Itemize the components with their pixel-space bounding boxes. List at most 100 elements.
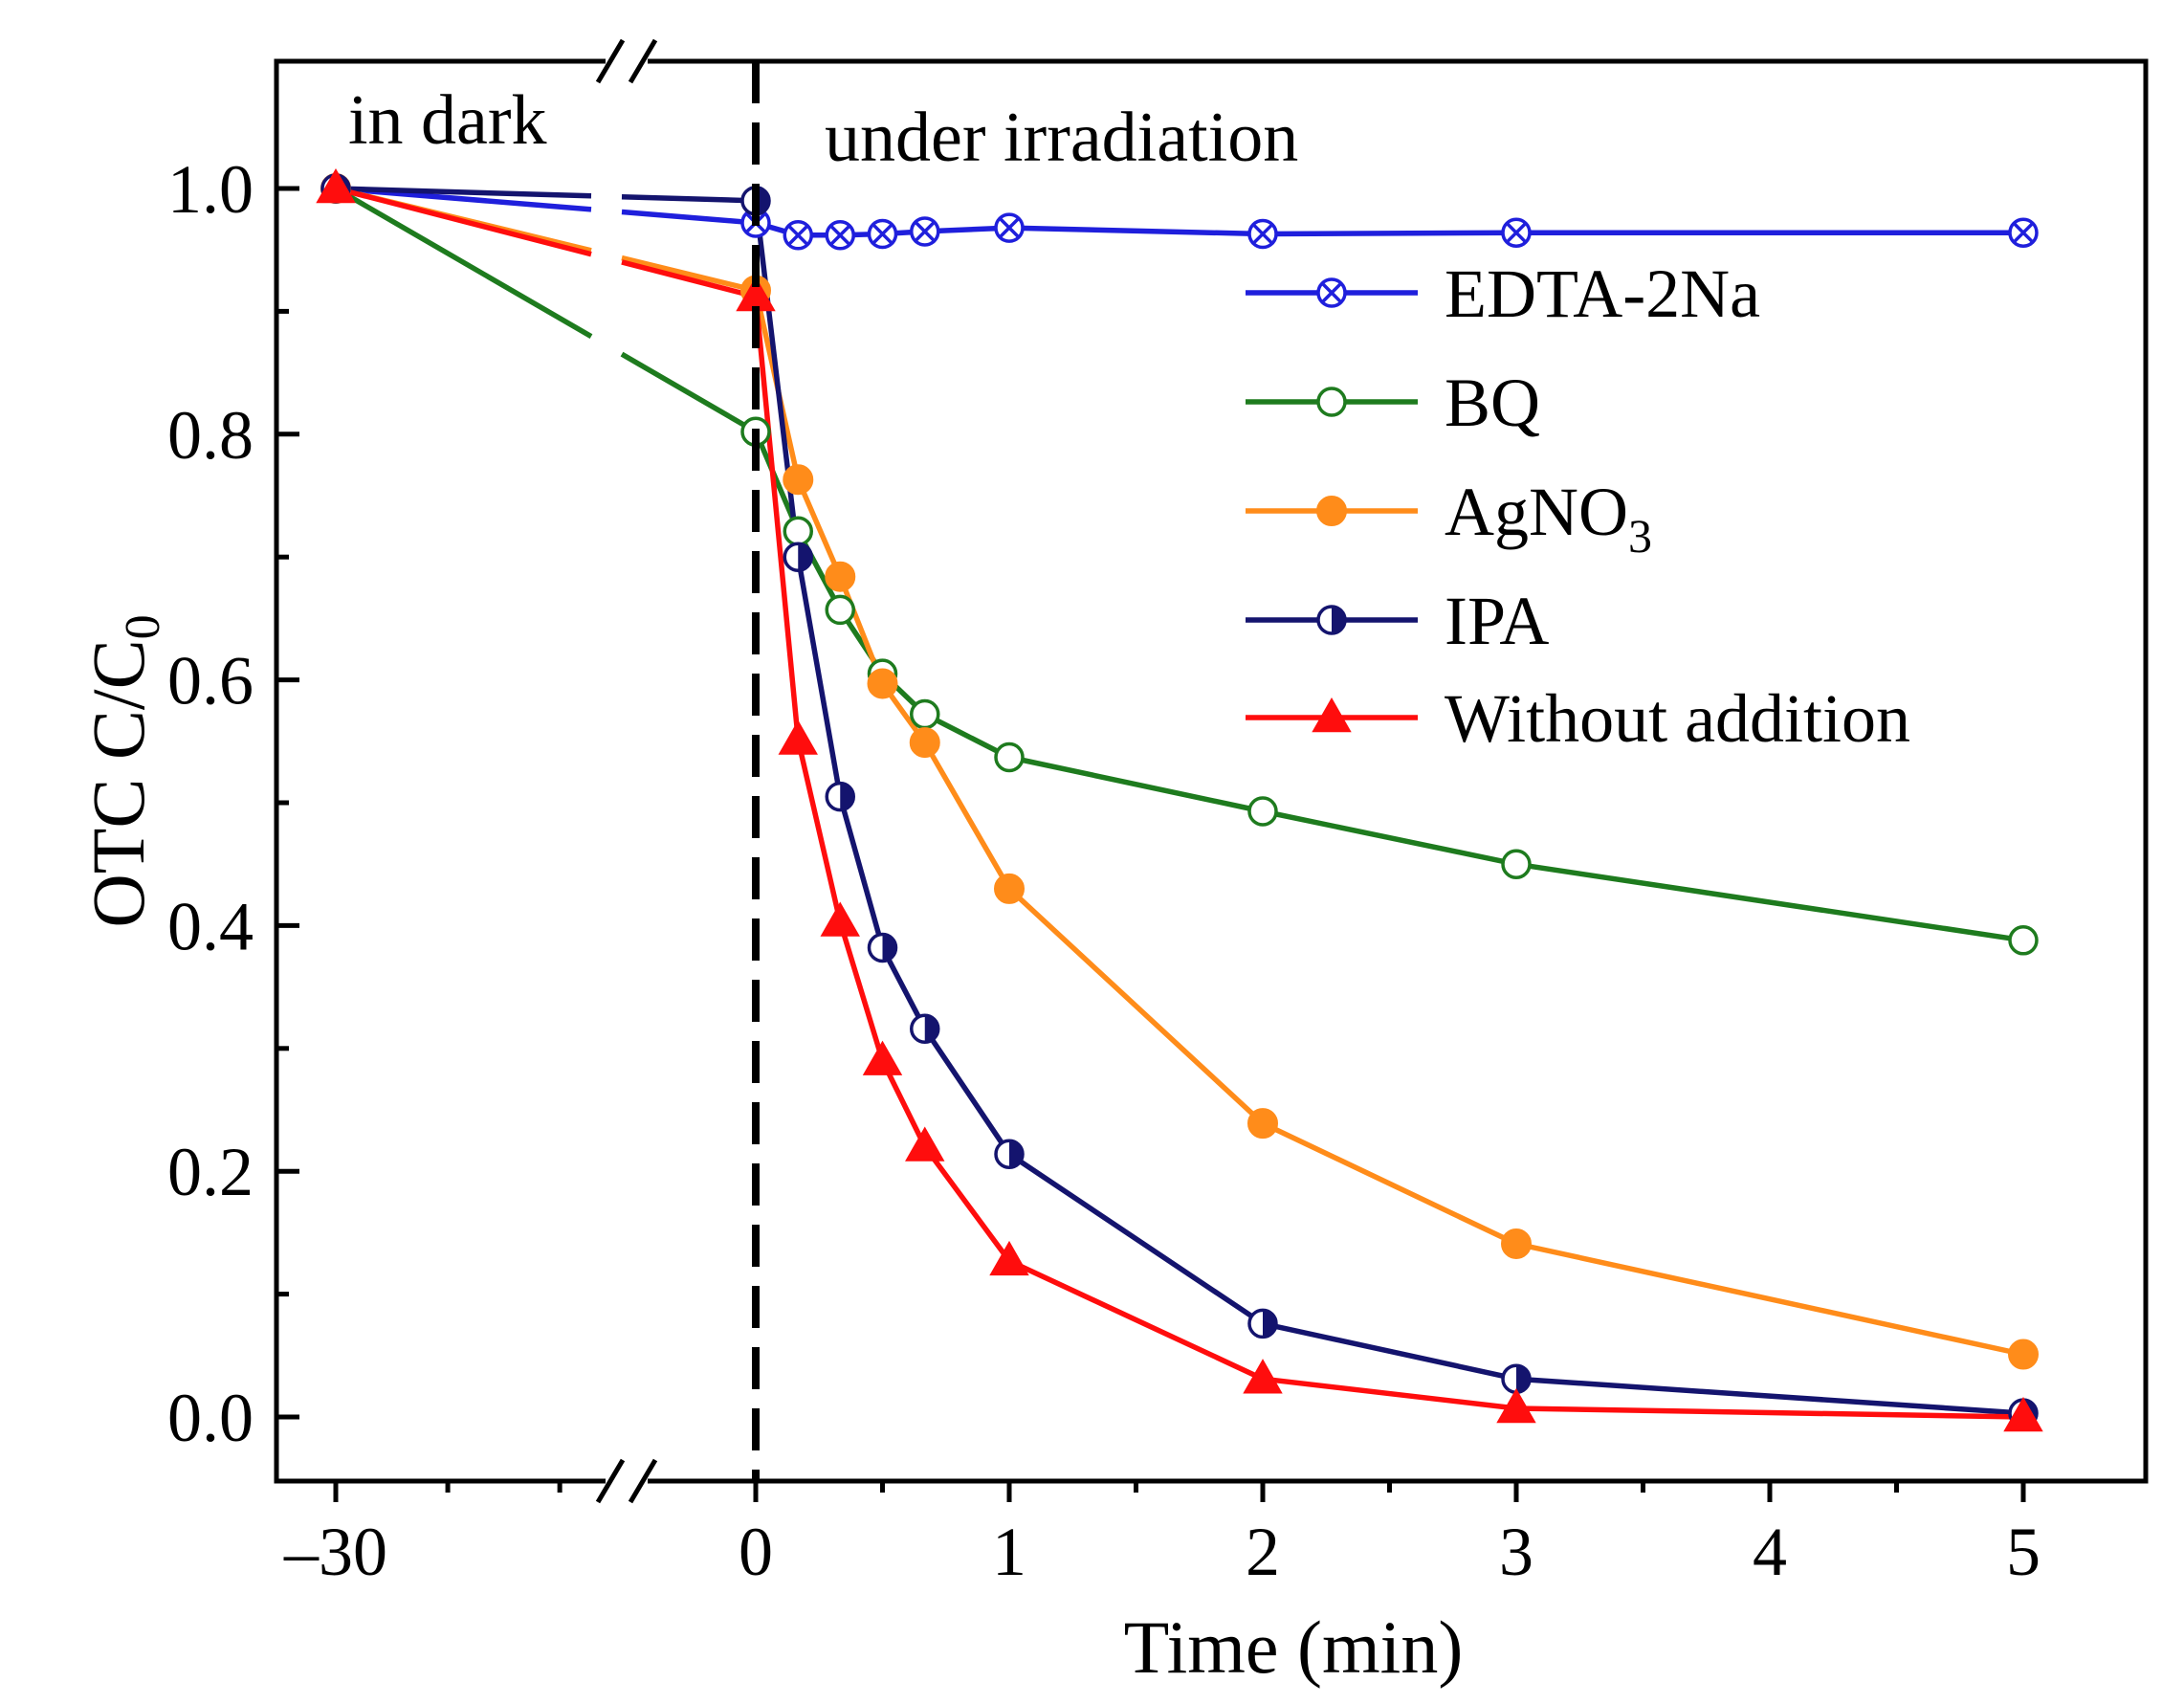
data-point-3-5 xyxy=(910,1013,940,1045)
data-point-2-9 xyxy=(2008,1339,2039,1370)
marker-half-fill xyxy=(1332,607,1345,633)
legend-label-subscript: 3 xyxy=(1628,509,1652,563)
data-point-2-8 xyxy=(1501,1228,1532,1259)
marker-dot xyxy=(867,668,898,699)
legend-label: IPA xyxy=(1445,583,1549,659)
legend-swatch-marker xyxy=(1316,277,1347,308)
data-point-3-2 xyxy=(783,542,814,572)
x-axis-title: Time (min) xyxy=(1124,1605,1464,1689)
marker-ring xyxy=(910,698,940,730)
data-point-4-8 xyxy=(1496,1387,1536,1424)
marker-dot xyxy=(783,464,814,496)
legend-label: EDTA-2Na xyxy=(1445,255,1760,332)
marker-half-fill xyxy=(924,1015,938,1043)
marker-dot xyxy=(1247,1108,1278,1140)
x-tick-label: 2 xyxy=(1246,1514,1280,1590)
marker-dot xyxy=(825,561,856,592)
legend-entry: BQ xyxy=(1246,365,1540,441)
data-point-4-2 xyxy=(778,719,818,755)
data-point-1-9 xyxy=(2008,925,2039,956)
legend-swatch-marker xyxy=(1312,697,1352,733)
marker-dot xyxy=(1316,496,1347,526)
marker-cross-b xyxy=(1320,281,1343,304)
marker-triangle xyxy=(1496,1387,1536,1424)
data-point-2-3 xyxy=(825,561,856,592)
axis-break-slash-top-b xyxy=(628,38,658,84)
data-point-4-4 xyxy=(862,1040,903,1075)
marker-ring xyxy=(1501,849,1532,879)
data-point-1-8 xyxy=(1501,849,1532,879)
legend-swatch-marker xyxy=(1316,605,1347,635)
marker-cross-b xyxy=(1251,223,1274,245)
y-tick-label: 0.2 xyxy=(167,1134,254,1210)
dark-segment-right xyxy=(621,259,757,299)
data-point-3-8 xyxy=(1501,1363,1532,1394)
legend-swatch-marker xyxy=(1316,496,1347,526)
axis-break-gap-top xyxy=(606,55,648,67)
legend-label-text: Without addition xyxy=(1445,680,1910,757)
data-point-1-6 xyxy=(994,741,1025,773)
marker-ring xyxy=(994,741,1025,773)
marker-triangle xyxy=(1243,1359,1283,1394)
data-point-2-6 xyxy=(994,873,1025,904)
dark-segment-left xyxy=(334,186,593,340)
marker-dot xyxy=(2008,1339,2039,1370)
marker-half-fill xyxy=(1263,1310,1277,1338)
x-tick-label: 1 xyxy=(992,1514,1026,1590)
data-point-4-5 xyxy=(905,1126,945,1162)
y-tick-label: 0.4 xyxy=(167,888,254,964)
marker-cross-b xyxy=(786,224,809,247)
legend-label: Without addition xyxy=(1445,680,1910,757)
data-point-4-7 xyxy=(1243,1359,1283,1394)
marker-triangle xyxy=(778,719,818,755)
legend-label-text: BQ xyxy=(1445,365,1540,441)
marker-triangle xyxy=(989,1240,1029,1276)
marker-dot xyxy=(994,873,1025,904)
axis-break-gap-bottom xyxy=(606,1475,648,1487)
y-tick-label: 0.0 xyxy=(167,1380,254,1456)
legend-label-text: EDTA-2Na xyxy=(1445,255,1760,332)
y-axis-title-subscript: 0 xyxy=(116,614,170,639)
marker-cross-b xyxy=(998,216,1021,239)
marker-half-fill xyxy=(1009,1140,1023,1168)
data-point-1-5 xyxy=(910,698,940,730)
marker-ring xyxy=(1247,796,1278,827)
x-tick-label: 0 xyxy=(739,1514,773,1590)
legend-label: AgNO3 xyxy=(1445,474,1652,563)
data-point-3-4 xyxy=(867,932,898,963)
data-point-0-2 xyxy=(783,220,814,251)
marker-triangle xyxy=(820,901,860,937)
y-axis-title: OTC C/C0 xyxy=(77,614,170,927)
marker-dot xyxy=(1501,1228,1532,1259)
plot-frame xyxy=(274,58,2149,1484)
marker-triangle xyxy=(905,1126,945,1162)
marker-cross-b xyxy=(828,224,851,247)
data-point-2-7 xyxy=(1247,1108,1278,1140)
data-point-4-9 xyxy=(2003,1396,2043,1432)
marker-cross-b xyxy=(914,220,937,243)
y-axis-title-main: OTC C/C xyxy=(77,639,160,927)
data-point-0-8 xyxy=(1501,217,1532,248)
x-tick-label: –30 xyxy=(283,1514,387,1590)
data-point-0-7 xyxy=(1247,218,1278,250)
dark-segment-left xyxy=(335,186,592,257)
dark-segment-right xyxy=(621,209,757,226)
y-tick-label: 1.0 xyxy=(167,151,254,228)
legend-swatch-marker xyxy=(1316,387,1347,417)
marker-triangle xyxy=(862,1040,903,1075)
legend-label-text: AgNO xyxy=(1445,474,1628,550)
legend-entry: EDTA-2Na xyxy=(1246,255,1760,332)
dark-segment-left xyxy=(335,186,592,199)
marker-triangle xyxy=(1312,697,1352,733)
marker-ring xyxy=(825,594,855,626)
marker-half-fill xyxy=(840,783,854,810)
data-point-4-0 xyxy=(316,167,356,204)
data-point-3-7 xyxy=(1247,1308,1278,1339)
marker-ring xyxy=(2008,925,2039,956)
region-label-dark: in dark xyxy=(348,81,547,160)
marker-ring xyxy=(783,516,814,546)
x-tick-label: 4 xyxy=(1753,1514,1787,1590)
axis-break-slash-top-a xyxy=(595,38,626,84)
data-point-0-4 xyxy=(867,218,898,250)
